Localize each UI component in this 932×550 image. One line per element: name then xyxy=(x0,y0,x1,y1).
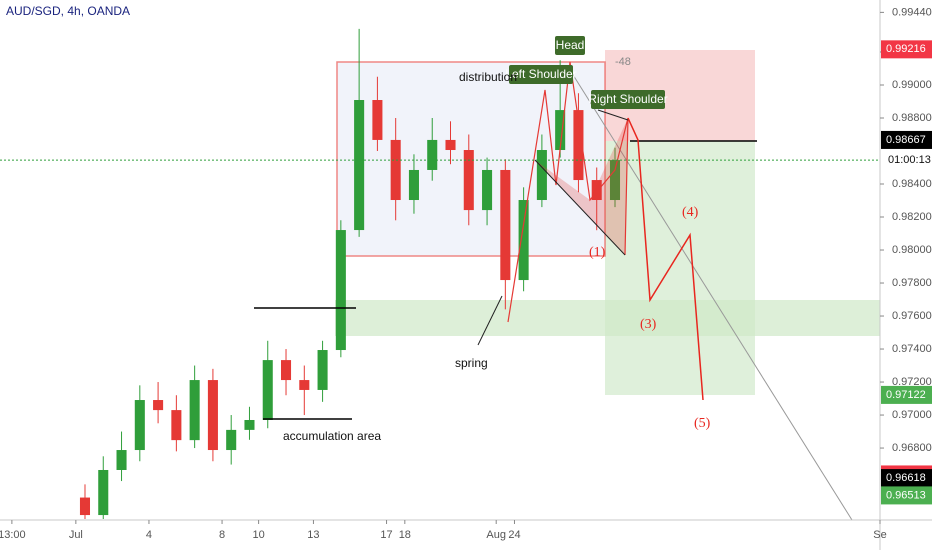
candle-body xyxy=(299,380,310,390)
accumulation-label: accumulation area xyxy=(283,429,381,443)
candle-body xyxy=(536,150,547,201)
wave-projection xyxy=(627,117,704,401)
chart-title: AUD/SGD, 4h, OANDA xyxy=(6,4,130,18)
candle-body xyxy=(372,100,383,140)
wave-3: (3) xyxy=(640,317,657,332)
candle-body xyxy=(244,419,255,430)
wave-4: (4) xyxy=(682,205,699,220)
candle-body xyxy=(390,139,401,201)
spring-arrow xyxy=(477,295,503,346)
candle-body xyxy=(280,360,292,381)
candle-body xyxy=(354,100,365,231)
x-tick-label: 18 xyxy=(399,529,411,541)
x-tick-label: Jul xyxy=(69,529,83,541)
y-tick-label: 0.97400 xyxy=(892,343,932,355)
candle-body xyxy=(335,230,346,351)
candle-body xyxy=(555,110,566,151)
left-shoulder-label: Left Shoulder xyxy=(505,67,576,81)
price-tag-label: 0.99216 xyxy=(886,43,926,55)
candle-body xyxy=(609,160,621,201)
x-tick-label: Se xyxy=(873,529,886,541)
price-tag xyxy=(881,130,932,149)
candle-body xyxy=(262,360,273,420)
x-tick-label: 8 xyxy=(219,529,225,541)
y-tick-label: 0.98400 xyxy=(892,178,932,190)
candle-body xyxy=(573,110,584,181)
y-tick-label: 0.97800 xyxy=(892,277,932,289)
arrow xyxy=(597,109,629,121)
candle-body xyxy=(518,200,529,281)
x-tick-label: 4 xyxy=(146,529,152,541)
left-shoulder-tag xyxy=(509,65,573,84)
y-tick-label: 0.99000 xyxy=(892,79,932,91)
candle-body xyxy=(98,469,109,516)
y-tick-label: 0.97200 xyxy=(892,376,932,388)
neckline xyxy=(534,159,626,256)
price-axis xyxy=(880,0,932,550)
y-tick-label: 0.97000 xyxy=(892,409,932,421)
candle-body xyxy=(482,169,493,211)
price-tag xyxy=(881,40,932,59)
x-tick-label: 17 xyxy=(380,529,392,541)
right-shoulder-label: Right Shoulder xyxy=(588,92,667,106)
price-tag xyxy=(881,385,932,404)
x-tick-label: 24 xyxy=(508,529,520,541)
candle-body xyxy=(500,169,511,281)
candle-body xyxy=(79,497,91,516)
wave-5: (5) xyxy=(694,416,711,431)
y-tick-label: 0.97600 xyxy=(892,310,932,322)
support-band xyxy=(335,300,880,336)
right-shoulder-tag xyxy=(591,90,665,109)
pattern-line xyxy=(507,61,629,323)
candle-body xyxy=(445,139,456,151)
price-tag xyxy=(881,469,932,488)
distribution-label: distribution xyxy=(459,70,517,84)
wedge xyxy=(535,118,628,255)
percent-label: -48 xyxy=(615,56,631,68)
candle-body xyxy=(207,380,218,451)
head-label: Head xyxy=(556,38,585,52)
wave-1: (1) xyxy=(589,245,606,260)
candle-body xyxy=(408,169,419,201)
y-tick-label: 0.98800 xyxy=(892,112,932,124)
candle-body xyxy=(226,429,237,451)
head-tag xyxy=(555,36,585,55)
price-tag-label: 0.96618 xyxy=(886,472,926,484)
time-axis xyxy=(0,520,932,550)
candle-body xyxy=(153,400,164,411)
candle-body xyxy=(134,400,145,451)
countdown: 01:00:13 xyxy=(888,154,931,166)
x-tick-label: Aug xyxy=(486,529,506,541)
price-tag-label: 0.98667 xyxy=(886,134,926,146)
spring-label: spring xyxy=(455,356,488,370)
candle-body xyxy=(189,380,200,441)
candle-body xyxy=(591,180,602,201)
y-tick-label: 0.99440 xyxy=(892,6,932,18)
trend-line xyxy=(569,69,853,521)
x-tick-label: 13 xyxy=(307,529,319,541)
x-tick-label: 13:00 xyxy=(0,529,26,541)
target-zone xyxy=(605,141,755,395)
x-tick-label: 10 xyxy=(252,529,264,541)
price-tag-label: 0.96513 xyxy=(886,489,926,501)
price-tag xyxy=(881,486,932,505)
candle-body xyxy=(116,450,127,470)
y-tick-label: 0.98200 xyxy=(892,211,932,223)
y-tick-label: 0.98000 xyxy=(892,244,932,256)
candle-body xyxy=(171,410,182,441)
candle-body xyxy=(427,139,438,170)
price-tag-label: 0.97122 xyxy=(886,389,926,401)
y-tick-label: 0.96800 xyxy=(892,442,932,454)
drawings: Head Left Shoulder Right Shoulder distri… xyxy=(254,36,853,521)
candle-body xyxy=(463,150,474,211)
countdown-box xyxy=(881,151,932,170)
candle-body xyxy=(317,350,328,390)
